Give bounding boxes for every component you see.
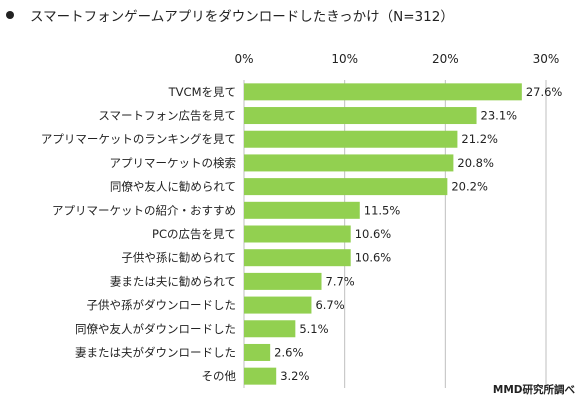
bar	[244, 343, 271, 361]
category-label: 妻または夫がダウンロードした	[75, 345, 236, 359]
bar	[244, 367, 277, 385]
bar	[244, 154, 454, 172]
x-tick-label: 30%	[533, 52, 560, 66]
value-label: 3.2%	[280, 369, 309, 383]
category-label: アプリマーケットの検索	[110, 156, 237, 170]
bar	[244, 225, 351, 243]
value-label: 6.7%	[315, 298, 344, 312]
value-label: 20.8%	[457, 156, 494, 170]
value-label: 23.1%	[481, 109, 518, 123]
category-label: 子供や孫に勧められて	[121, 251, 236, 265]
category-label: スマートフォン広告を見て	[98, 109, 236, 123]
category-label: アプリマーケットの紹介・おすすめ	[52, 203, 236, 217]
bar	[244, 130, 458, 148]
category-label: アプリマーケットのランキングを見て	[41, 132, 236, 146]
value-label: 21.2%	[461, 132, 498, 146]
category-label: PCの広告を見て	[152, 227, 236, 241]
bar	[244, 83, 522, 101]
chart-title-text: スマートフォンゲームアプリをダウンロードしたきっかけ（N=312）	[30, 9, 454, 25]
category-label: 同僚や友人がダウンロードした	[75, 322, 236, 336]
value-label: 11.5%	[364, 203, 401, 217]
bullet-icon	[6, 11, 14, 19]
category-label: その他	[202, 369, 237, 383]
bar	[244, 107, 477, 125]
bar	[244, 296, 312, 314]
bar	[244, 320, 296, 338]
bar	[244, 249, 351, 267]
bar	[244, 201, 360, 219]
category-label: 子供や孫がダウンロードした	[87, 298, 237, 312]
value-label: 20.2%	[451, 180, 488, 194]
bar	[244, 272, 322, 290]
x-tick-label: 20%	[432, 52, 459, 66]
x-tick-label: 10%	[331, 52, 358, 66]
source-note: MMD研究所調べ	[492, 384, 575, 396]
value-label: 7.7%	[326, 274, 355, 288]
category-label: 同僚や友人に勧められて	[110, 180, 236, 194]
category-label: 妻または夫に勧められて	[110, 274, 236, 288]
value-label: 10.6%	[355, 251, 392, 265]
value-label: 10.6%	[355, 227, 392, 241]
value-label: 27.6%	[526, 85, 563, 99]
value-label: 5.1%	[299, 322, 328, 336]
category-label: TVCMを見て	[168, 85, 236, 99]
bar	[244, 178, 448, 196]
x-tick-label: 0%	[234, 52, 253, 66]
value-label: 2.6%	[274, 345, 303, 359]
chart-title: スマートフォンゲームアプリをダウンロードしたきっかけ（N=312）	[6, 5, 454, 25]
